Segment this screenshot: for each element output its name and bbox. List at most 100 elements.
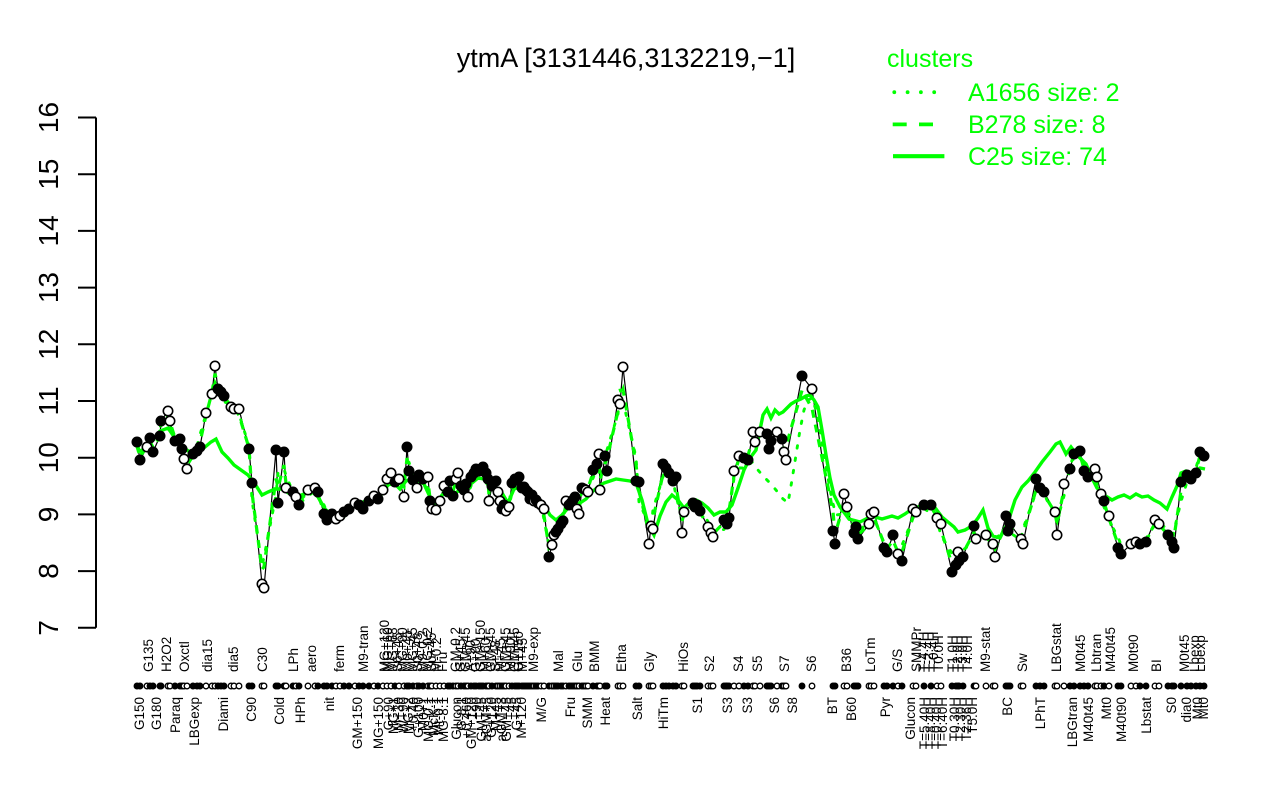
svg-text:MG-8.1: MG-8.1 [436, 697, 451, 742]
svg-text:M9-tran: M9-tran [356, 625, 371, 672]
svg-text:S6+45: S6+45 [390, 633, 405, 672]
svg-text:Su+45: Su+45 [424, 633, 439, 672]
svg-text:GM+45: GM+45 [507, 627, 522, 672]
svg-text:+45: +45 [504, 697, 519, 720]
svg-text:C90: C90 [244, 697, 259, 722]
svg-text:10: 10 [33, 442, 64, 473]
svg-text:M0t45: M0t45 [1177, 634, 1192, 672]
svg-text:Fru: Fru [435, 652, 450, 672]
svg-text:LBGstat: LBGstat [1049, 623, 1064, 672]
svg-text:ferm: ferm [332, 645, 347, 672]
svg-text:aGM+3: aGM+3 [494, 697, 509, 742]
svg-text:BMM: BMM [587, 641, 602, 673]
svg-text:C25 size: 74: C25 size: 74 [968, 143, 1107, 171]
svg-text:T2.36H: T2.36H [959, 697, 974, 741]
svg-text:M40t90: M40t90 [1114, 697, 1129, 742]
svg-text:Salt: Salt [630, 697, 645, 721]
svg-text:MG-0.1: MG-0.1 [421, 697, 436, 742]
svg-text:GM+150: GM+150 [473, 620, 488, 672]
svg-text:M+60: M+60 [478, 638, 493, 672]
svg-text:7: 7 [33, 620, 64, 636]
svg-text:dia15: dia15 [200, 639, 215, 672]
svg-text:G+120: G+120 [484, 697, 499, 738]
svg-text:Lbtran: Lbtran [1089, 634, 1104, 672]
svg-text:Lbexp: Lbexp [1187, 635, 1202, 672]
svg-text:MG+45: MG+45 [405, 627, 420, 672]
svg-text:S6: S6 [767, 697, 782, 714]
svg-text:MG+2: MG+2 [401, 697, 416, 734]
svg-text:G-8.1: G-8.1 [454, 697, 469, 731]
svg-text:BI: BI [1149, 659, 1164, 672]
svg-text:ytmA [3131446,3132219,−1]: ytmA [3131446,3132219,−1] [457, 43, 796, 73]
svg-text:LBGexp: LBGexp [187, 697, 202, 746]
svg-text:M0+1: M0+1 [416, 697, 431, 731]
svg-text:+0.40: +0.40 [406, 697, 421, 731]
svg-text:SMMPr: SMMPr [909, 627, 924, 673]
svg-text:GM+120: GM+120 [464, 697, 479, 749]
svg-text:16: 16 [33, 102, 64, 133]
svg-text:S2: S2 [702, 655, 717, 672]
svg-text:A+90: A+90 [463, 640, 478, 672]
svg-text:aGM+5: aGM+5 [479, 697, 494, 742]
svg-text:MG+68: MG+68 [385, 627, 400, 672]
svg-text:M40t45: M40t45 [1103, 627, 1118, 672]
svg-text:GM+45: GM+45 [483, 627, 498, 672]
svg-text:M/G: M/G [534, 697, 549, 723]
svg-text:T2.30H: T2.30H [953, 697, 968, 741]
svg-text:G135: G135 [141, 639, 156, 672]
svg-text:Mt-0.1: Mt-0.1 [431, 697, 446, 735]
svg-text:S7: S7 [777, 655, 792, 672]
svg-text:B60: B60 [844, 697, 859, 721]
svg-text:M40t45: M40t45 [1081, 697, 1096, 742]
svg-text:Glu: Glu [570, 651, 585, 672]
svg-text:S+48: S+48 [488, 640, 503, 672]
svg-text:B36: B36 [839, 648, 854, 672]
svg-text:S8: S8 [785, 697, 800, 714]
svg-text:M9-stat: M9-stat [978, 627, 993, 672]
svg-text:GM+45: GM+45 [458, 627, 473, 672]
svg-text:Mal: Mal [551, 650, 566, 672]
svg-text:T-0.4H: T-0.4H [926, 631, 941, 672]
svg-text:Oxctl: Oxctl [177, 641, 192, 672]
svg-text:M+45: M+45 [515, 638, 530, 672]
svg-text:HiOs: HiOs [676, 642, 691, 672]
svg-text:W+90: W+90 [396, 697, 411, 733]
svg-text:Pyr: Pyr [878, 696, 893, 717]
svg-text:nit: nit [322, 697, 337, 712]
svg-text:M-0.2: M-0.2 [429, 637, 444, 672]
svg-text:SMM: SMM [580, 697, 595, 729]
svg-text:M0t45: M0t45 [1073, 634, 1088, 672]
svg-text:McK-1: McK-1 [426, 697, 441, 736]
svg-text:Lbstat: Lbstat [1139, 697, 1154, 734]
svg-text:G150: G150 [132, 697, 147, 730]
svg-text:Cold: Cold [272, 697, 287, 725]
svg-text:S3: S3 [720, 697, 735, 714]
svg-text:S3: S3 [740, 697, 755, 714]
svg-text:MG+120: MG+120 [377, 620, 392, 672]
svg-text:Mt0: Mt0 [1196, 697, 1211, 720]
svg-text:M+30: M+30 [391, 697, 406, 731]
svg-text:dia5: dia5 [226, 646, 241, 672]
svg-text:H2O2: H2O2 [159, 637, 174, 672]
svg-text:GM+45: GM+45 [499, 697, 514, 742]
svg-text:Fru: Fru [563, 697, 578, 717]
svg-text:T3.0H: T3.0H [955, 635, 970, 672]
svg-text:MG+60: MG+60 [380, 627, 395, 672]
svg-text:M0t90: M0t90 [1126, 634, 1141, 672]
svg-text:T5.0H: T5.0H [965, 697, 980, 734]
svg-text:LPh: LPh [286, 648, 301, 672]
svg-text:Mt0: Mt0 [1099, 697, 1114, 720]
svg-text:T0.0H: T0.0H [931, 635, 946, 672]
svg-text:S4: S4 [731, 655, 746, 672]
svg-text:T2.0H: T2.0H [950, 635, 965, 672]
svg-text:G+90: G+90 [468, 639, 483, 672]
svg-text:LBGtran: LBGtran [1065, 697, 1080, 747]
svg-text:dia0: dia0 [1179, 697, 1194, 723]
svg-text:M0+45: M0+45 [400, 630, 415, 672]
svg-text:M+120: M+120 [514, 697, 529, 739]
svg-text:Mt0: Mt0 [1190, 697, 1205, 720]
svg-text:GM+45: GM+45 [474, 697, 489, 742]
svg-text:Heat: Heat [598, 697, 613, 726]
svg-text:Gly: Gly [642, 652, 657, 673]
svg-text:+0.460: +0.460 [459, 697, 474, 739]
